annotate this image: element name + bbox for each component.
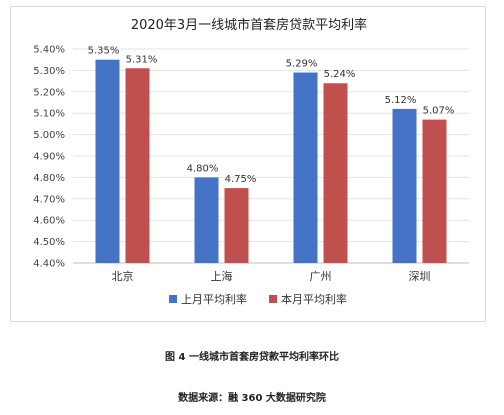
bar-last-month <box>293 72 318 263</box>
x-tick-label: 上海 <box>211 269 233 283</box>
y-tick-label: 5.30% <box>33 66 65 77</box>
data-label: 5.24% <box>324 69 356 80</box>
y-tick-label: 4.90% <box>33 152 65 163</box>
bar-last-month <box>95 59 120 264</box>
data-label: 5.07% <box>423 106 455 117</box>
y-tick-label: 4.70% <box>33 194 65 205</box>
y-tick-label: 4.50% <box>33 237 65 248</box>
legend-swatch <box>169 295 177 303</box>
data-label: 4.80% <box>187 163 219 174</box>
y-tick-label: 5.10% <box>33 109 65 120</box>
bar-this-month <box>224 188 249 263</box>
data-label: 5.29% <box>286 59 318 70</box>
y-tick-label: 5.20% <box>33 87 65 98</box>
legend-label: 本月平均利率 <box>281 292 347 306</box>
y-tick-label: 4.40% <box>33 259 65 270</box>
legend-label: 上月平均利率 <box>181 292 247 306</box>
bar-last-month <box>194 177 219 263</box>
y-tick-label: 4.80% <box>33 173 65 184</box>
source-caption: 数据来源：融 360 大数据研究院 <box>178 393 326 404</box>
chart-title: 2020年3月一线城市首套房贷款平均利率 <box>131 17 367 33</box>
bar-this-month <box>422 119 447 264</box>
bar-last-month <box>392 108 417 263</box>
y-tick-label: 4.60% <box>33 216 65 227</box>
chart-frame: 2020年3月一线城市首套房贷款平均利率 4.40% 4.50% 4.60% 4.70… <box>10 6 486 322</box>
data-label: 4.75% <box>225 174 257 185</box>
bar-this-month <box>125 68 150 263</box>
data-label: 5.31% <box>126 54 158 65</box>
data-label: 5.12% <box>385 95 417 106</box>
bar-this-month <box>323 83 348 264</box>
data-label: 5.35% <box>88 46 120 57</box>
legend-swatch <box>269 295 277 303</box>
x-tick-label: 北京 <box>112 269 134 283</box>
x-tick-label: 广州 <box>310 270 332 283</box>
bar-chart: 2020年3月一线城市首套房贷款平均利率 4.40% 4.50% 4.60% 4.70… <box>33 17 469 306</box>
x-tick-label: 深圳 <box>409 270 431 283</box>
figure-caption: 图 4 一线城市首套房贷款平均利率环比 <box>165 352 339 363</box>
y-tick-label: 5.40% <box>33 45 65 56</box>
y-tick-label: 5.00% <box>33 130 65 141</box>
